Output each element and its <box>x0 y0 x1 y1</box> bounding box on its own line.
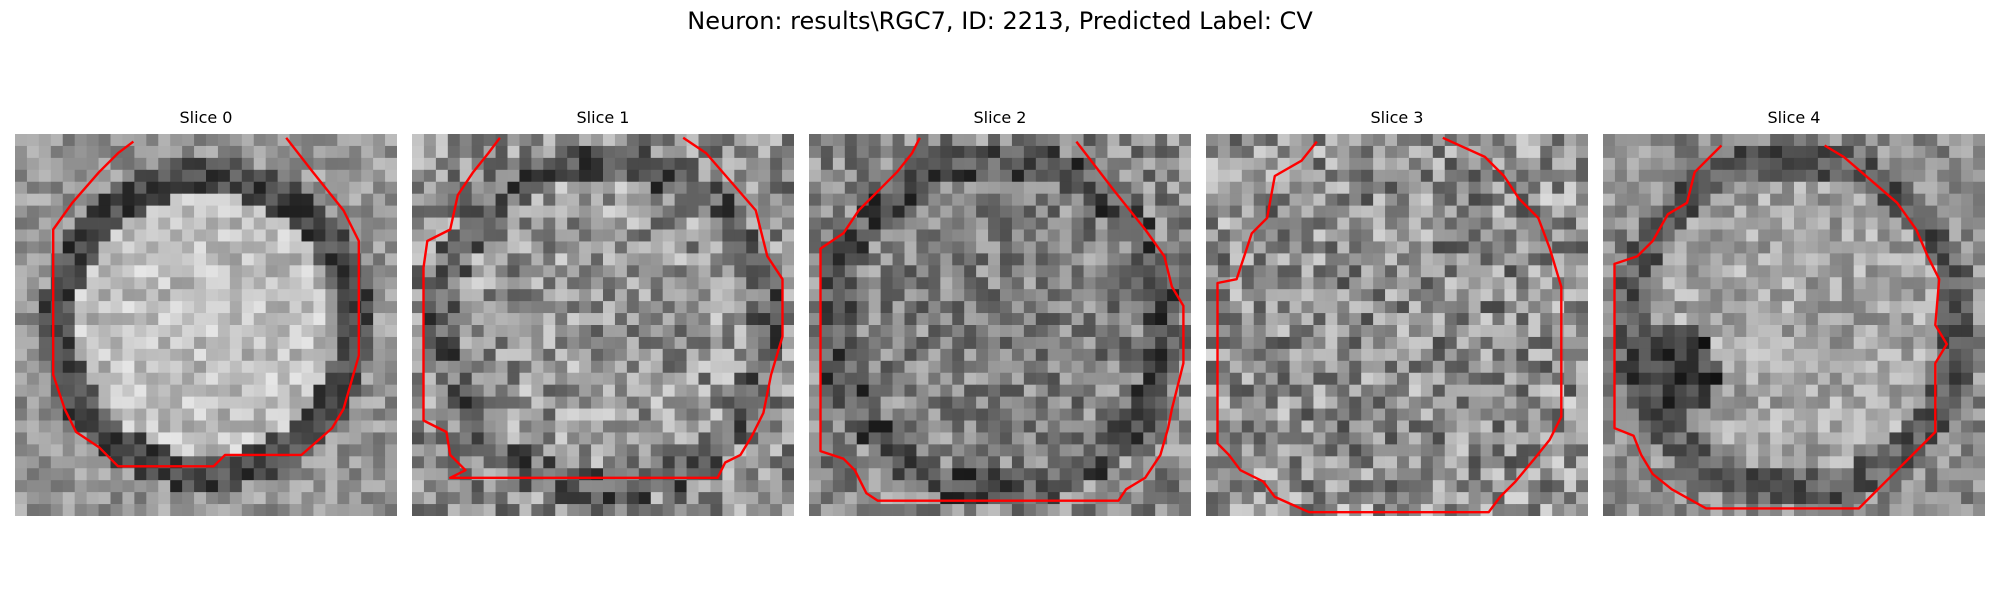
slice-panel-3: Slice 3 <box>1206 0 1588 600</box>
slice-title: Slice 1 <box>576 108 630 127</box>
slice-image-with-contour <box>809 134 1191 516</box>
slice-image-with-contour <box>1603 134 1985 516</box>
slice-pixels <box>412 134 794 516</box>
slice-title: Slice 3 <box>1370 108 1424 127</box>
slice-panel-1: Slice 1 <box>412 0 794 600</box>
slice-pixels <box>15 134 397 516</box>
slice-title: Slice 0 <box>179 108 233 127</box>
slice-panel-0: Slice 0 <box>15 0 397 600</box>
slice-pixels <box>809 134 1191 516</box>
slice-image-with-contour <box>15 134 397 516</box>
figure-title: Neuron: results\RGC7, ID: 2213, Predicte… <box>687 7 1313 35</box>
slice-pixels <box>1206 134 1588 516</box>
slice-image-with-contour <box>412 134 794 516</box>
segmentation-contour <box>422 136 784 479</box>
slice-image-with-contour <box>1206 134 1588 516</box>
slice-panel-2: Slice 2 <box>809 0 1191 600</box>
slice-panel-4: Slice 4 <box>1603 0 1985 600</box>
slice-title: Slice 2 <box>973 108 1027 127</box>
slice-title: Slice 4 <box>1767 108 1821 127</box>
segmentation-contour <box>819 137 1185 502</box>
slice-pixels <box>1603 134 1985 516</box>
segmentation-contour <box>1613 144 1948 510</box>
segmentation-contour <box>52 137 360 468</box>
segmentation-contour <box>1216 136 1563 514</box>
